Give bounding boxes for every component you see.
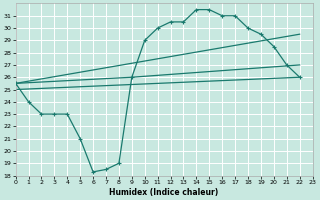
X-axis label: Humidex (Indice chaleur): Humidex (Indice chaleur) [109, 188, 219, 197]
